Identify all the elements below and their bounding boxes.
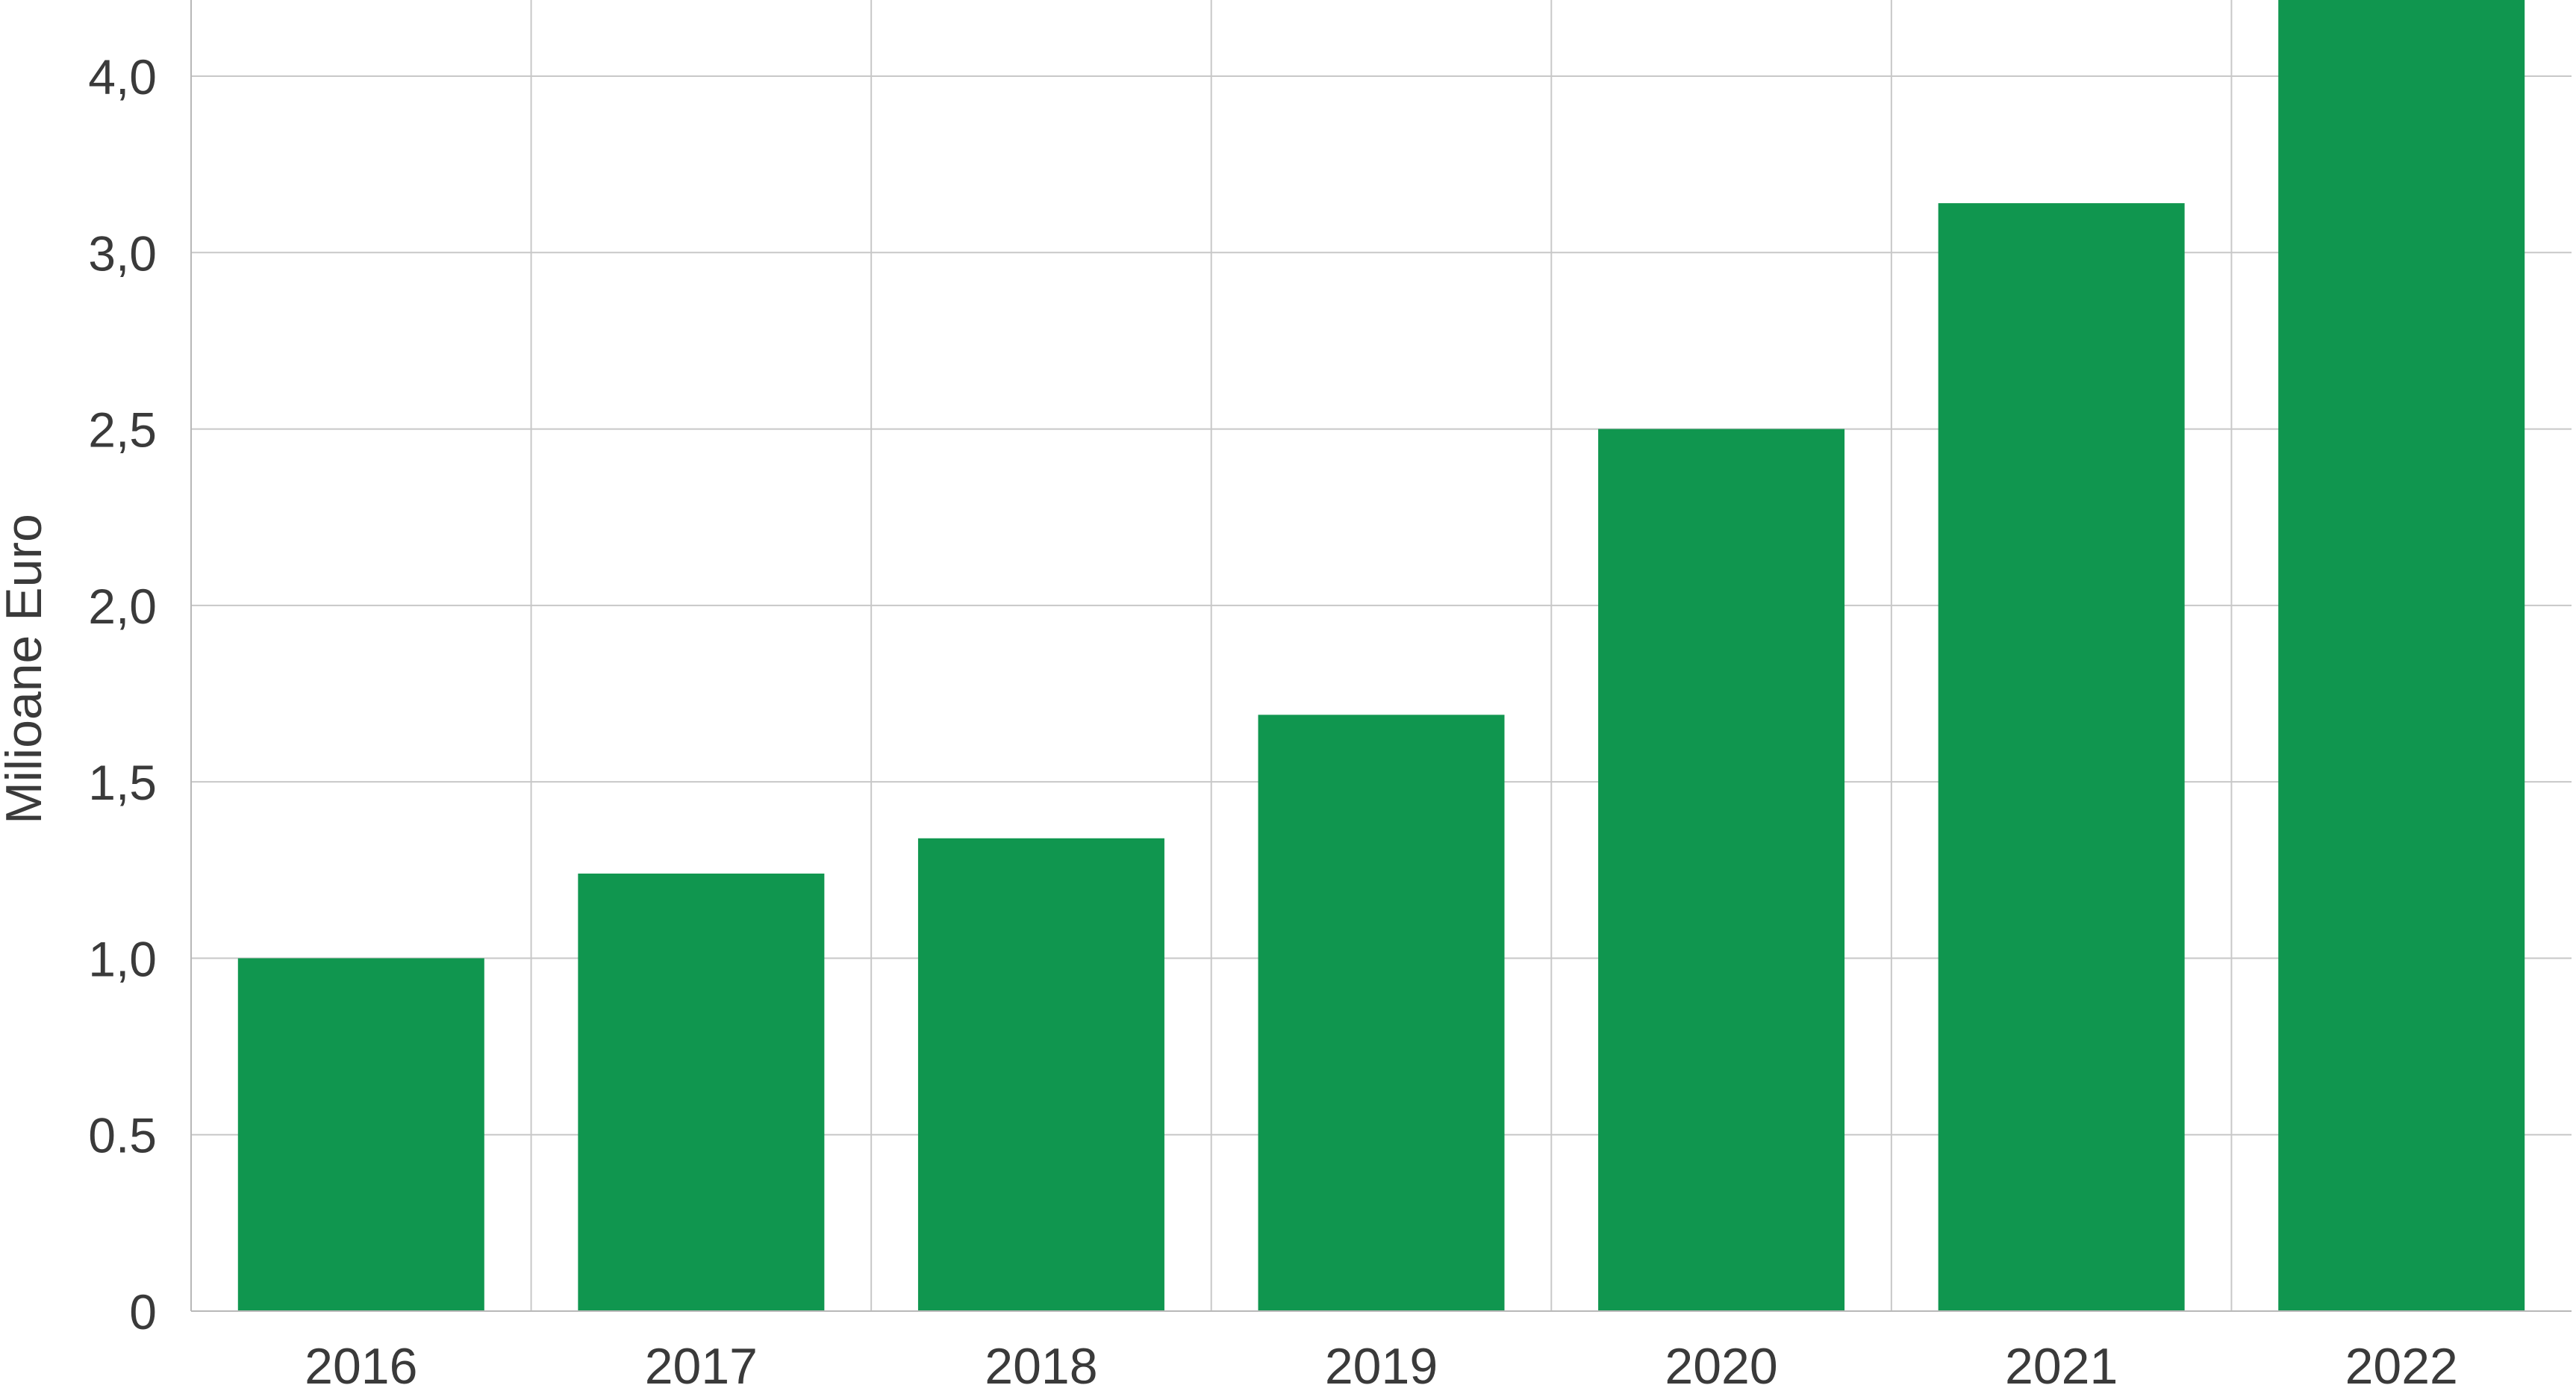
bar-2018 bbox=[917, 838, 1164, 1311]
y-axis-label: Milioane Euro bbox=[0, 514, 52, 824]
x-tick-label: 2021 bbox=[2005, 1338, 2118, 1387]
bar-2022 bbox=[2278, 0, 2525, 1312]
y-tick-labels: 0 0.5 1,0 1,5 2,0 2,5 3,0 4,0 bbox=[88, 49, 157, 1339]
axes bbox=[190, 0, 2572, 1312]
y-tick-label: 2,5 bbox=[88, 402, 157, 458]
x-tick-label: 2016 bbox=[305, 1338, 417, 1387]
x-tick-labels: 2016 2017 2018 2019 2020 2021 2022 bbox=[305, 1338, 2458, 1391]
y-tick-label: 3,0 bbox=[88, 225, 157, 281]
x-tick-label: 2017 bbox=[645, 1338, 758, 1387]
bar-2016 bbox=[237, 958, 484, 1311]
y-tick-label: 2,0 bbox=[88, 579, 157, 634]
x-tick-label: 2020 bbox=[1665, 1338, 1777, 1387]
y-tick-label: 1,5 bbox=[88, 755, 157, 810]
y-tick-label: 0 bbox=[129, 1284, 157, 1339]
bar-2019 bbox=[1258, 715, 1505, 1311]
x-tick-label: 2018 bbox=[985, 1338, 1097, 1387]
y-tick-label: 1,0 bbox=[88, 931, 157, 986]
bar-2017 bbox=[578, 874, 825, 1311]
y-tick-label: 0.5 bbox=[88, 1108, 157, 1163]
bars bbox=[237, 0, 2525, 1312]
x-tick-label: 2019 bbox=[1325, 1338, 1438, 1387]
y-tick-label: 4,0 bbox=[88, 49, 157, 105]
x-tick-label: 2022 bbox=[2345, 1338, 2458, 1387]
bar-2021 bbox=[1938, 203, 2185, 1311]
bar-2020 bbox=[1598, 429, 1845, 1311]
